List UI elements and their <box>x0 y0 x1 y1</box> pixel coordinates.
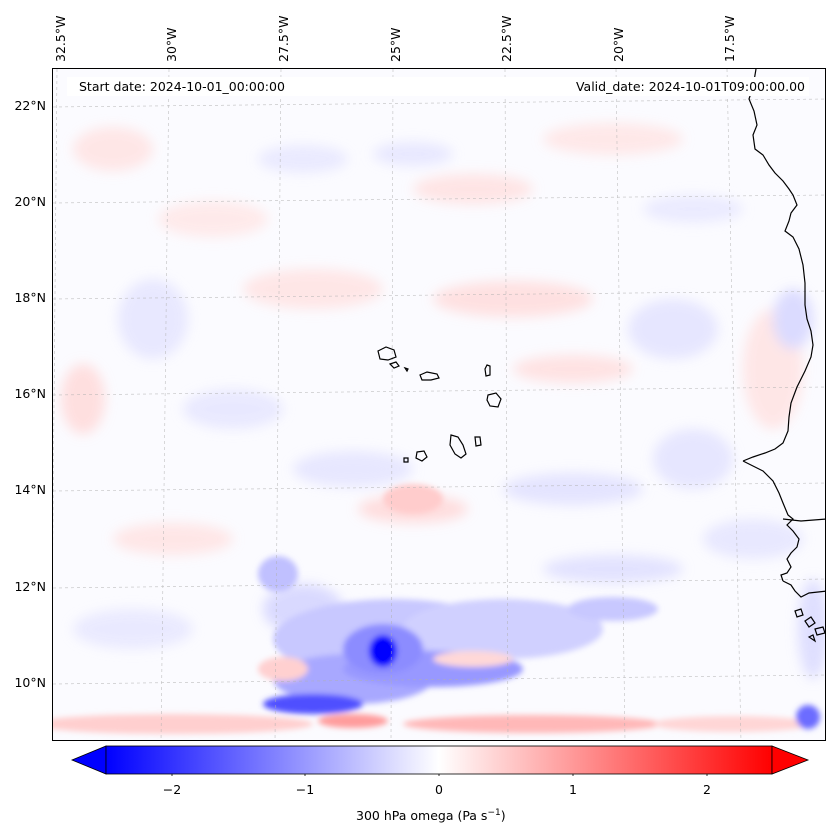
lat-label-12n: 12°N <box>14 579 46 594</box>
colorbar-gradient <box>105 745 773 775</box>
colorbar-label-close: ) <box>500 808 506 824</box>
island-bijagos-1 <box>794 608 804 618</box>
field-background-noise <box>61 123 825 679</box>
island-maio <box>474 436 482 447</box>
map-gridlines <box>53 69 825 740</box>
colorbar-tick-label: −2 <box>162 782 182 797</box>
lat-label-16n: 16°N <box>14 386 46 401</box>
colorbar-tick-label: 0 <box>435 782 443 797</box>
colorbar-label: 300 hPa omega (Pa s−1) <box>356 808 506 823</box>
colorbar-tick-label: −1 <box>295 782 315 797</box>
colorbar <box>70 745 810 776</box>
coastline-guinea-bissau <box>782 580 825 598</box>
cape-verde-islands <box>377 346 502 463</box>
coastline-gambia-inlet <box>782 518 825 522</box>
island-boa-vista <box>486 392 502 408</box>
island-brava <box>403 457 409 463</box>
info-strip <box>67 77 809 96</box>
lat-label-20n: 20°N <box>14 194 46 209</box>
coastline-mauritania-senegal <box>742 69 814 462</box>
island-bijagos-3 <box>814 626 825 636</box>
field-convective-region <box>53 484 820 734</box>
lat-label-22n: 22°N <box>14 98 46 113</box>
lon-label-20w: 20°W <box>611 27 626 62</box>
island-bijagos-4 <box>807 634 817 643</box>
colorbar-label-text: 300 hPa omega (Pa s <box>356 808 488 824</box>
island-bijagos-2 <box>804 616 816 628</box>
colorbar-extend-right <box>771 745 810 775</box>
valid-date-label: Valid_date: 2024-10-01T09:00:00.00 <box>575 79 805 94</box>
island-santo-antao <box>377 346 397 361</box>
colorbar-tick-marks <box>171 774 708 776</box>
west-africa-coastline <box>742 69 825 643</box>
omega-field-map <box>53 69 825 740</box>
start-date-label: Start date: 2024-10-01_00:00:00 <box>79 79 285 94</box>
lon-label-30w: 30°W <box>164 27 179 62</box>
lon-label-22-5w: 22.5°W <box>499 15 514 62</box>
colorbar-tick-label: 2 <box>703 782 711 797</box>
lon-label-25w: 25°W <box>388 27 403 62</box>
coastline-cap-vert <box>742 460 800 582</box>
lon-label-17-5w: 17.5°W <box>722 15 737 62</box>
island-sal <box>484 364 491 377</box>
island-santiago <box>449 434 467 459</box>
island-sao-nicolau <box>419 371 440 381</box>
island-sao-vicente <box>388 361 400 369</box>
island-santa-luzia <box>403 366 409 373</box>
lat-label-10n: 10°N <box>14 675 46 690</box>
lat-label-18n: 18°N <box>14 290 46 305</box>
colorbar-tick-label: 1 <box>569 782 577 797</box>
island-fogo <box>415 450 428 462</box>
lon-label-27-5w: 27.5°W <box>276 15 291 62</box>
lat-label-14n: 14°N <box>14 482 46 497</box>
colorbar-extend-left <box>70 745 107 775</box>
map-panel[interactable]: Start date: 2024-10-01_00:00:00 Valid_da… <box>52 68 826 741</box>
colorbar-label-exponent: −1 <box>487 808 501 818</box>
lon-label-32-5w: 32.5°W <box>53 15 68 62</box>
